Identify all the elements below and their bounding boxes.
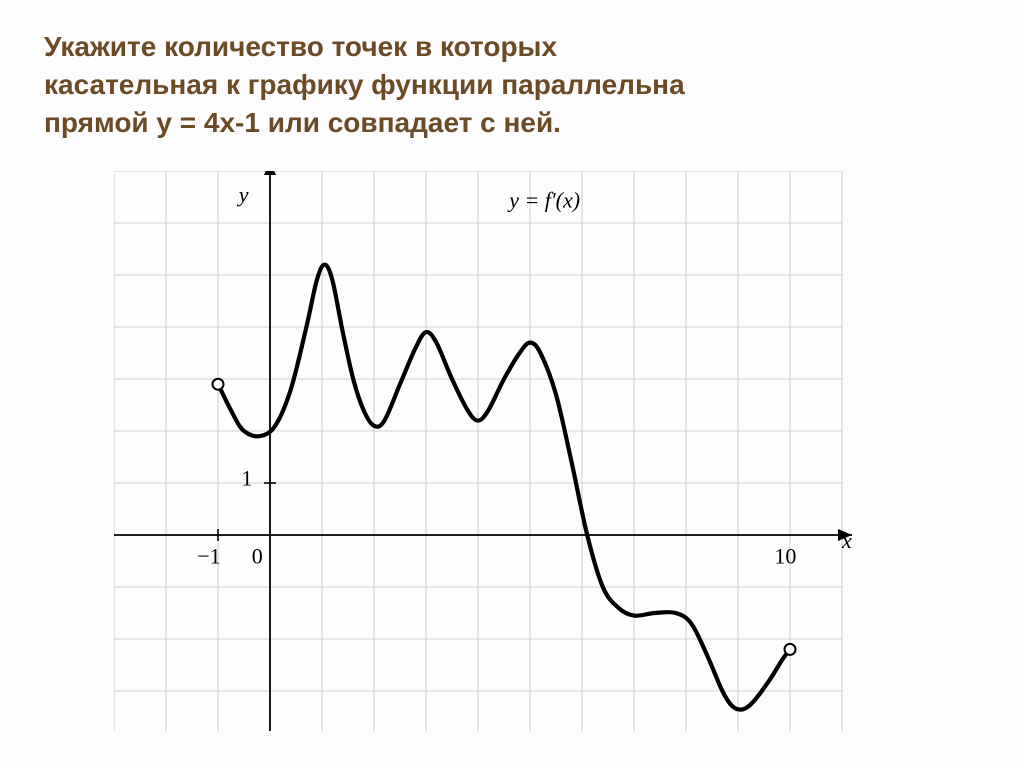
svg-text:x: x <box>841 528 852 553</box>
problem-title: Укажите количество точек в которыхкасате… <box>44 28 980 141</box>
svg-text:y: y <box>237 183 249 208</box>
svg-text:y = f'(x): y = f'(x) <box>507 188 580 213</box>
svg-text:−1: −1 <box>197 544 220 569</box>
chart-container: y x 0 1 −1 10 y = f'(x) <box>114 171 980 731</box>
svg-text:10: 10 <box>774 544 796 569</box>
derivative-graph: y x 0 1 −1 10 y = f'(x) <box>114 171 894 731</box>
svg-text:0: 0 <box>252 544 263 569</box>
svg-text:1: 1 <box>241 466 252 491</box>
